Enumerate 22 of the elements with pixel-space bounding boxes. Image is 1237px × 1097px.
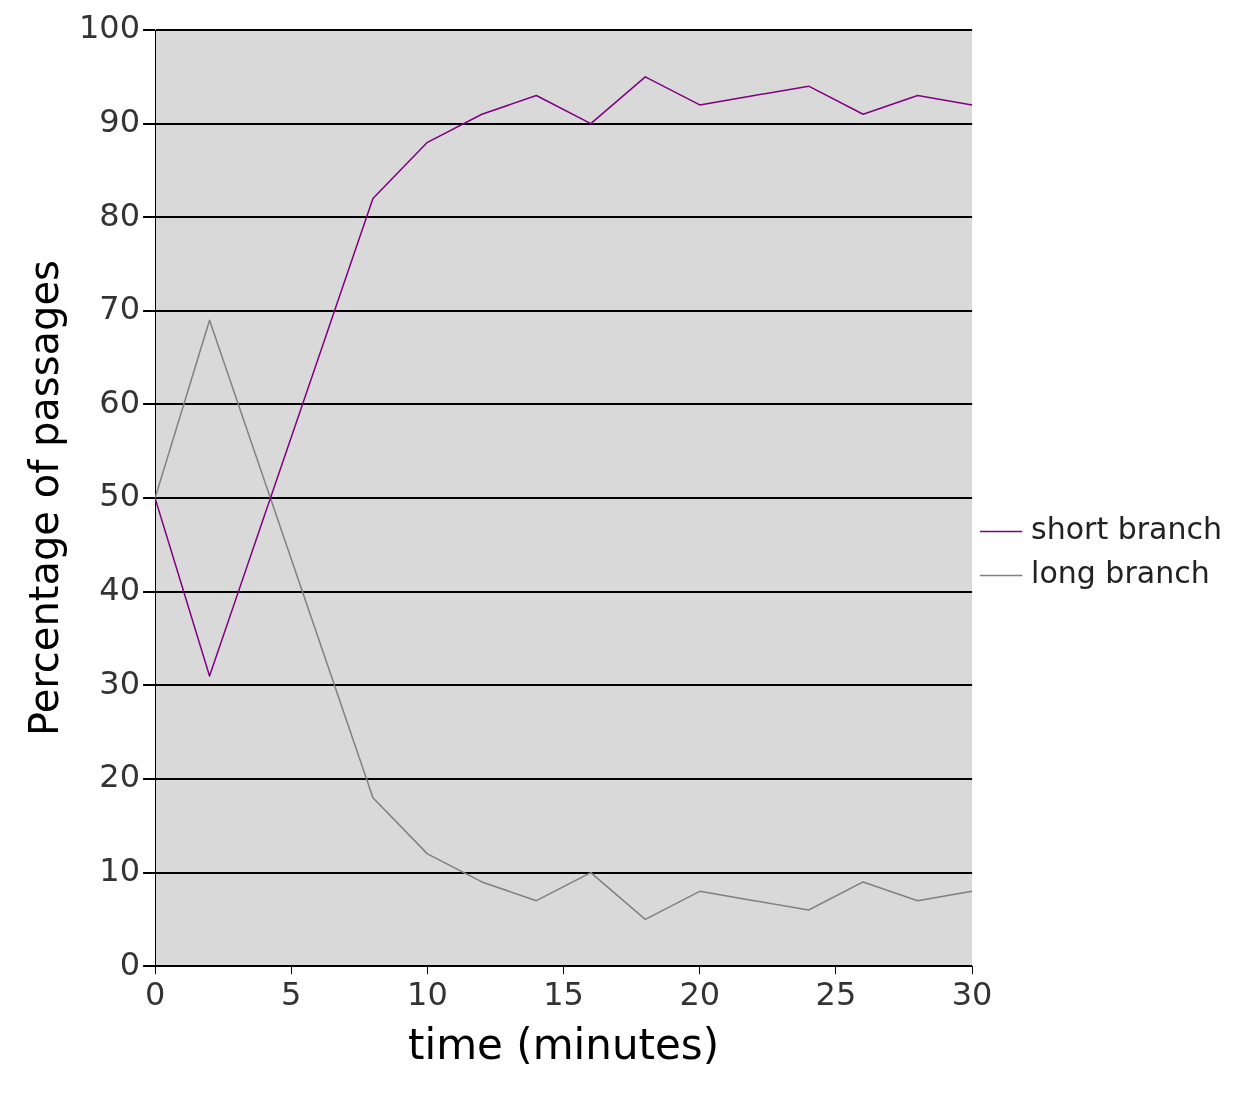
x-tick-label: 5 <box>281 974 302 1013</box>
y-tick-label: 0 <box>119 944 141 983</box>
x-axis-title: time (minutes) <box>408 1019 720 1069</box>
y-tick-label: 30 <box>99 663 141 702</box>
x-tick-label: 25 <box>815 974 857 1013</box>
y-tick-label: 10 <box>99 850 141 889</box>
y-tick-label: 20 <box>99 757 141 796</box>
legend-label: long branch <box>1031 555 1210 591</box>
y-tick-label: 60 <box>99 382 141 421</box>
y-tick-label: 90 <box>99 101 141 140</box>
y-tick-label: 100 <box>79 8 141 47</box>
x-tick-label: 0 <box>144 974 166 1013</box>
y-tick-label: 80 <box>99 195 141 234</box>
legend-label: short branch <box>1031 511 1223 547</box>
x-tick-label: 10 <box>407 974 448 1013</box>
y-tick-label: 40 <box>99 570 141 609</box>
x-tick-label: 30 <box>951 974 993 1013</box>
y-tick-label: 70 <box>99 289 141 328</box>
y-tick-label: 50 <box>99 476 141 515</box>
x-tick-label: 20 <box>679 974 721 1013</box>
y-axis-title: Percentage of passages <box>21 260 68 737</box>
x-tick-label: 15 <box>543 974 584 1013</box>
